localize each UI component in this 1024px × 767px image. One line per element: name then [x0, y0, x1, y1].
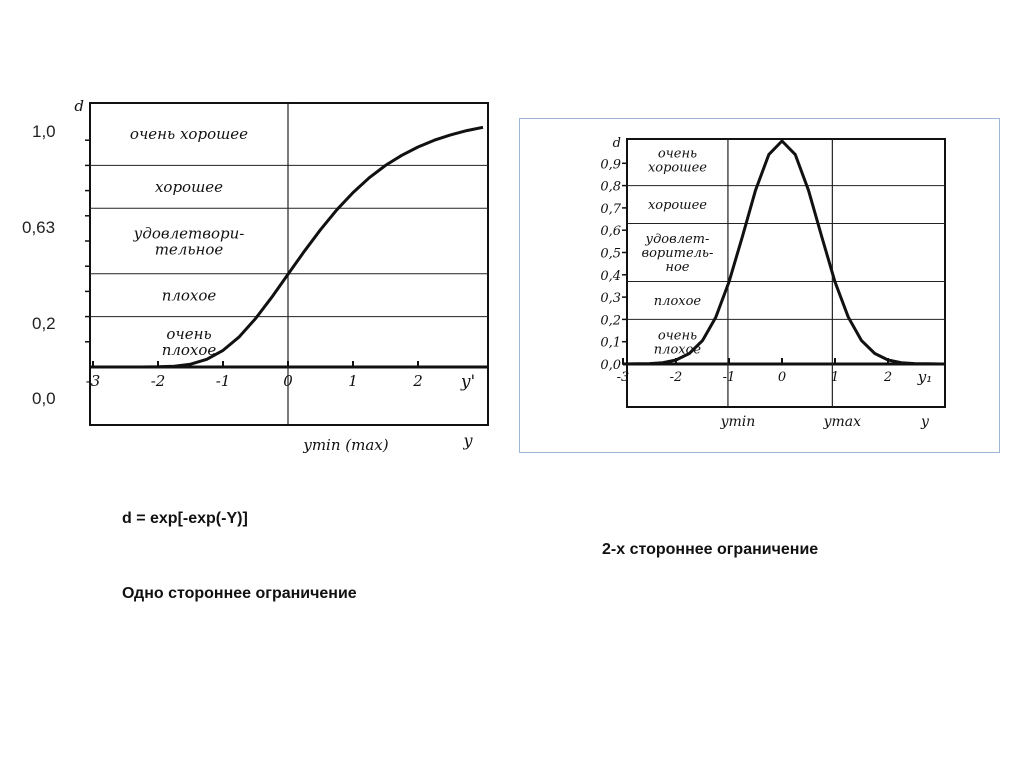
chart1-band-label: очень [166, 325, 211, 343]
chart2-y-tick-label: 0,3 [600, 291, 621, 306]
chart2-y-tick-label: 0,8 [600, 180, 621, 195]
chart1-x-tick-label: 0 [283, 372, 293, 390]
chart2-curve [622, 139, 942, 366]
chart2-x-tick-label: -3 [617, 370, 630, 385]
formula: d = exp[-exp(-Y)] [122, 510, 248, 527]
chart1-x-tick-label: 2 [412, 372, 423, 390]
chart2-plot-frame [626, 138, 946, 408]
chart2-x-axis-label: y₁ [917, 368, 933, 386]
chart2-y-tick-label: 0,7 [600, 202, 621, 217]
axis-label-0: 0,0 [32, 389, 56, 408]
chart1-band-label: удовлетвори- [133, 224, 245, 242]
chart2-y-tick-label: 0,6 [600, 224, 621, 239]
axis-label-063: 0,63 [22, 218, 56, 237]
chart2-xmark-label: ymin [720, 414, 756, 430]
chart2-band-label: воритель- [642, 246, 714, 261]
chart2-y-tick-label: 0,0 [600, 358, 621, 373]
chart1-xmark-label: ymin (max) [302, 436, 388, 454]
chart2-x-tick-label: -1 [723, 370, 736, 385]
chart2-band-label: плохое [654, 294, 702, 309]
chart2-band-label: очень [658, 328, 697, 343]
chart1-plot-frame [89, 102, 489, 426]
chart2-y-tick-label: 0,1 [600, 336, 621, 351]
chart2-band-label: очень [658, 147, 697, 162]
chart2-band-label: ное [665, 260, 689, 275]
chart2-y-tick-label: 0,5 [600, 247, 621, 262]
chart2-band-label: удовлет- [645, 232, 710, 247]
chart1-curve [93, 125, 484, 369]
caption-two-sided: 2-х стороннее ограничение [602, 541, 819, 558]
axis-label-1: 1,0 [32, 122, 56, 141]
chart1-x-axis-label: y' [460, 372, 475, 392]
chart1-band-label: очень хорошее [130, 125, 248, 143]
chart2-y-tick-label: 0,2 [600, 313, 621, 328]
right-chart-frame [519, 118, 1000, 453]
chart2-band-label: хорошее [648, 198, 707, 213]
chart2-y-tick-label: 0,4 [600, 269, 621, 284]
axis-label-02: 0,2 [32, 314, 56, 333]
chart2-y-tick-label: 0,9 [600, 157, 621, 172]
caption-one-sided: Одно стороннее ограничение [122, 585, 357, 602]
chart1-band-label: тельное [155, 240, 224, 258]
chart2-x-tick-label: -2 [670, 370, 683, 385]
chart1-x-tick-label: -3 [86, 372, 101, 390]
chart2-y-label-bottom: y [920, 414, 930, 430]
chart1-x-tick-label: 1 [348, 372, 358, 390]
chart2-band-label: хорошее [648, 161, 707, 176]
chart1-band-label: плохое [162, 341, 217, 359]
chart1-x-tick-label: -1 [216, 372, 231, 390]
chart2-d-label: d [613, 136, 621, 151]
chart2-x-tick-label: 2 [883, 370, 892, 385]
chart1-band-label: хорошее [155, 178, 223, 196]
chart1-y-label-bottom: y [462, 431, 473, 450]
chart2-xmark-label: ymax [823, 414, 862, 430]
chart1-d-label: d [74, 97, 84, 115]
chart1-band-label: плохое [162, 286, 217, 304]
chart2-x-tick-label: 1 [831, 370, 839, 385]
chart2-x-tick-label: 0 [778, 370, 786, 385]
chart1-x-tick-label: -2 [151, 372, 166, 390]
